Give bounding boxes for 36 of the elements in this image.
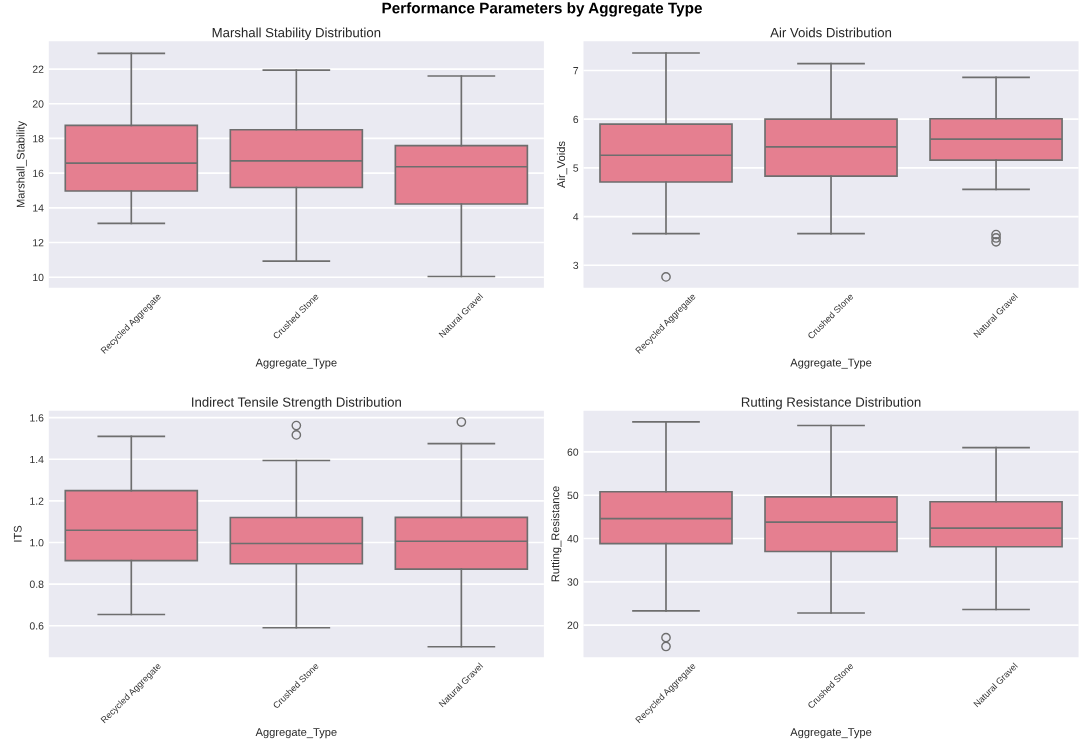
- y-tick-label: 16: [33, 169, 44, 178]
- y-axis-title: Air_Voids: [556, 141, 568, 188]
- y-tick-label: 40: [567, 535, 579, 543]
- y-tick-label: 4: [573, 213, 579, 221]
- y-axis-title: Marshall_Stability: [16, 120, 27, 208]
- chart-title: Indirect Tensile Strength Distribution: [192, 397, 401, 410]
- y-tick-label: 60: [567, 448, 579, 456]
- chart-title: Air Voids Distribution: [770, 27, 892, 38]
- y-tick-label: 10: [33, 273, 44, 282]
- y-tick-label: 1.4: [30, 455, 44, 464]
- y-tick-label: 18: [33, 134, 44, 143]
- y-tick-label: 22: [32, 65, 44, 73]
- y-tick-label: 6: [573, 115, 579, 124]
- chart-title: Rutting Resistance Distribution: [741, 397, 921, 410]
- x-axis-title: Aggregate_Type: [255, 728, 337, 739]
- chart-title: Marshall Stability Distribution: [212, 27, 381, 40]
- y-axis-title: ITS: [13, 525, 22, 542]
- text: Performance Parameters by Aggregate Type: [382, 2, 702, 17]
- y-axis-title: Rutting_Resistance: [551, 486, 562, 582]
- x-axis-title: Aggregate_Type: [255, 358, 337, 369]
- y-tick-label: 3: [573, 261, 579, 270]
- y-tick-label: 20: [32, 100, 44, 108]
- y-tick-label: 12: [33, 239, 44, 247]
- y-tick-label: 1.2: [30, 497, 44, 505]
- y-tick-label: 50: [567, 491, 579, 500]
- y-tick-label: 0.8: [29, 580, 44, 588]
- x-axis-title: Aggregate_Type: [790, 358, 872, 369]
- y-tick-label: 1.6: [30, 414, 44, 422]
- y-tick-label: 20: [567, 621, 579, 629]
- y-tick-label: 5: [573, 164, 579, 172]
- y-tick-label: 14: [33, 204, 44, 212]
- x-axis-title: Aggregate_Type: [790, 728, 872, 739]
- y-tick-label: 7: [573, 67, 579, 75]
- y-tick-label: 1.0: [30, 538, 44, 547]
- y-tick-label: 0.6: [29, 622, 44, 630]
- y-tick-label: 30: [567, 578, 579, 586]
